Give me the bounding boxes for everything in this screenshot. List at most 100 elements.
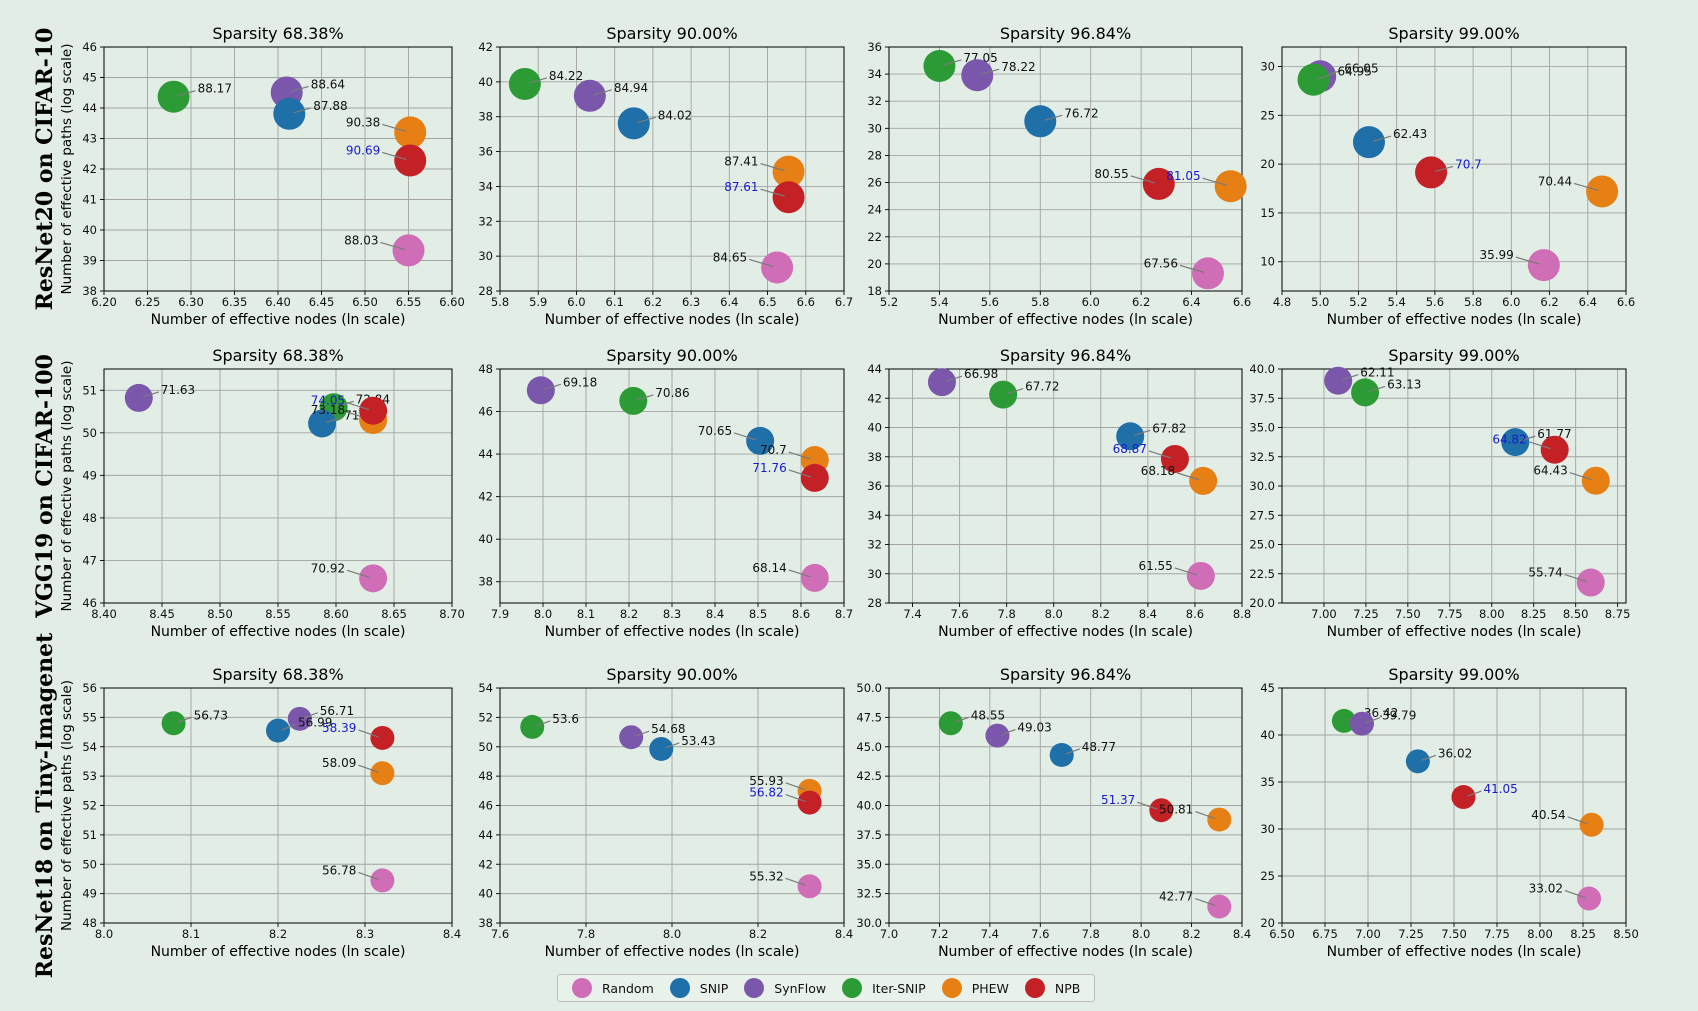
x-tick-label: 6.6: [797, 295, 815, 309]
label-arrow: [303, 712, 318, 719]
data-label: 68.87: [1113, 442, 1147, 456]
scatter-panel: 7.0 7.2 7.4 7.6 7.8 8.0 8.2 8.4 30.0 32.5 35.0 37.5…: [856, 665, 1251, 960]
x-tick-label: 8.50: [1613, 927, 1639, 941]
label-arrow: [1202, 177, 1227, 186]
x-tick-label: 6.0: [1502, 295, 1520, 309]
data-label: 62.11: [1360, 366, 1394, 380]
label-arrow: [1365, 717, 1381, 724]
label-arrow: [346, 402, 370, 411]
x-tick-label: 7.8: [577, 927, 595, 941]
label-arrow: [1528, 441, 1551, 450]
data-label: 53.6: [552, 712, 579, 726]
scatter-panel: 7.00 7.25 7.50 7.75 8.00 8.25 8.50 8.75 20.0 22.5…: [1249, 346, 1630, 640]
data-label: 58.09: [322, 756, 356, 770]
x-tick-label: 5.6: [1426, 295, 1444, 309]
row-label: VGG19 on CIFAR-100: [32, 354, 58, 619]
data-label: 36.42: [1364, 706, 1398, 720]
y-tick-label: 48: [478, 769, 493, 783]
y-tick-label: 20.0: [1249, 596, 1275, 610]
data-point: [800, 563, 829, 592]
data-point: [1415, 156, 1448, 189]
y-tick-label: 36: [478, 145, 493, 159]
label-arrow: [785, 877, 806, 886]
data-label: 84.94: [614, 81, 648, 95]
plot-frame: [888, 368, 1243, 604]
data-label: 87.41: [724, 155, 758, 169]
y-tick-label: 50: [82, 426, 97, 440]
label-arrow: [788, 469, 811, 478]
y-tick-label: 36: [867, 479, 882, 493]
data-label: 58.39: [322, 721, 356, 735]
x-tick-label: 6.2: [1540, 295, 1558, 309]
scatter-panel: 7.4 7.6 7.8 8.0 8.2 8.4 8.6 8.8 28 30 32 34 36 38 40 42…: [867, 346, 1251, 640]
data-point: [1349, 711, 1374, 736]
y-tick-label: 46: [82, 40, 97, 54]
y-tick-label: 45: [1260, 681, 1275, 695]
y-tick-label: 40: [1260, 728, 1275, 742]
x-tick-label: 8.4: [706, 607, 724, 621]
x-tick-label: 6.4: [1579, 295, 1597, 309]
data-label: 66.05: [1344, 61, 1378, 75]
y-tick-label: 46: [82, 596, 97, 610]
data-label: 67.82: [1152, 421, 1186, 435]
label-arrow: [358, 729, 379, 738]
label-arrow: [1130, 175, 1155, 184]
data-point: [1579, 812, 1604, 837]
x-tick-label: 4.8: [1273, 295, 1291, 309]
plot-frame: [499, 46, 845, 292]
data-label: 66.98: [964, 367, 998, 381]
data-point: [619, 386, 648, 415]
x-axis-label: Number of effective nodes (ln scale): [1327, 624, 1582, 640]
x-tick-label: 8.75: [1605, 607, 1631, 621]
y-tick-label: 15: [1260, 206, 1275, 220]
x-tick-label: 6.0: [1082, 295, 1100, 309]
data-point: [124, 383, 153, 412]
y-tick-label: 10: [1260, 255, 1275, 269]
y-tick-label: 51: [82, 828, 97, 842]
legend-label: NPB: [1054, 980, 1081, 996]
label-arrow: [1372, 135, 1392, 142]
x-tick-label: 6.0: [567, 295, 585, 309]
label-arrow: [733, 432, 757, 441]
x-tick-label: 7.25: [1398, 927, 1424, 941]
y-tick-label: 34: [867, 508, 882, 522]
data-point: [370, 761, 395, 786]
data-label: 40.54: [1531, 808, 1565, 822]
y-tick-label: 32.5: [856, 887, 882, 901]
data-point: [1405, 749, 1430, 774]
x-tick-label: 6.35: [222, 295, 248, 309]
label-arrow: [1519, 435, 1536, 442]
data-point: [927, 368, 956, 397]
data-point: [526, 376, 555, 405]
data-label: 50.81: [1159, 803, 1193, 817]
x-axis-label: Number of effective nodes (ln scale): [938, 944, 1193, 960]
y-tick-label: 42: [478, 490, 493, 504]
label-arrow: [748, 258, 774, 268]
legend-item: PHEW: [941, 978, 1009, 998]
y-tick-label: 40.0: [856, 799, 882, 813]
y-tick-label: 22.5: [1249, 567, 1275, 581]
label-arrow: [760, 163, 785, 172]
y-tick-label: 37.5: [1249, 391, 1275, 405]
data-label: 33.02: [1529, 882, 1563, 896]
data-label: 61.77: [1537, 427, 1571, 441]
data-point: [1586, 175, 1619, 208]
x-axis-label: Number of effective nodes (ln scale): [151, 944, 406, 960]
legend-item: NPB: [1024, 978, 1081, 998]
data-label: 84.02: [658, 108, 692, 122]
label-arrow: [325, 416, 343, 424]
x-tick-label: 6.7: [835, 295, 853, 309]
data-point: [1576, 568, 1605, 597]
y-tick-label: 46: [478, 799, 493, 813]
y-tick-label: 42: [478, 857, 493, 871]
data-point: [1186, 561, 1215, 590]
data-point: [508, 67, 541, 100]
x-tick-label: 7.25: [1353, 607, 1379, 621]
x-axis-label: Number of effective nodes (ln scale): [938, 624, 1193, 640]
legend-marker: [572, 978, 592, 998]
label-arrow: [1176, 472, 1200, 481]
y-tick-label: 48: [82, 511, 97, 525]
x-tick-label: 8.4: [835, 927, 853, 941]
x-axis-label: Number of effective nodes (ln scale): [938, 312, 1193, 328]
y-tick-label: 39: [82, 254, 97, 268]
